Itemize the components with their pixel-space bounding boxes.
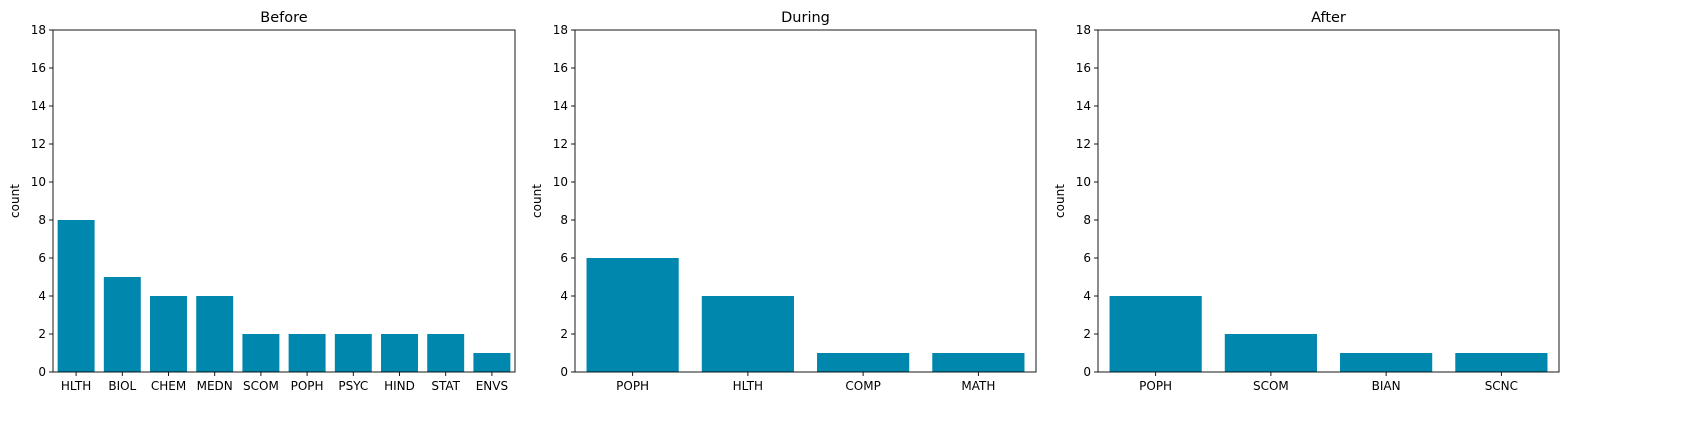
y-tick-label: 18 bbox=[31, 23, 46, 37]
x-tick-label: HLTH bbox=[733, 379, 763, 393]
x-tick-label: POPH bbox=[1139, 379, 1172, 393]
y-tick-label: 16 bbox=[553, 61, 568, 75]
bar-hlth bbox=[701, 296, 794, 372]
bar-stat bbox=[427, 334, 465, 372]
y-tick-label: 0 bbox=[38, 365, 46, 379]
y-tick-label: 12 bbox=[1076, 137, 1091, 151]
bar-bian bbox=[1340, 353, 1433, 372]
x-tick-label: STAT bbox=[431, 379, 460, 393]
y-tick-label: 4 bbox=[560, 289, 568, 303]
bar-poph bbox=[586, 258, 679, 372]
x-tick-label: HIND bbox=[384, 379, 415, 393]
y-axis-title: count bbox=[1053, 184, 1067, 218]
bar-hind bbox=[381, 334, 418, 372]
axes-frame bbox=[52, 29, 516, 373]
x-tick-label: SCOM bbox=[1253, 379, 1289, 393]
y-tick-label: 0 bbox=[1083, 365, 1091, 379]
chart-panel-0: 0 2 4 6 8 10 12 14 16 18 HLTH BIOL CHEM MEDN SCOM POPH P… bbox=[8, 10, 516, 393]
bar-psyc bbox=[334, 334, 372, 372]
y-tick-label: 2 bbox=[560, 327, 568, 341]
x-tick-label: BIAN bbox=[1372, 379, 1401, 393]
axes-frame bbox=[1097, 29, 1560, 373]
x-tick-label: COMP bbox=[845, 379, 880, 393]
bar-comp bbox=[817, 353, 910, 372]
x-tick-label: PSYC bbox=[338, 379, 368, 393]
y-tick-label: 2 bbox=[38, 327, 46, 341]
y-tick-label: 6 bbox=[560, 251, 568, 265]
chart-title: During bbox=[781, 10, 830, 26]
x-tick-label: HLTH bbox=[61, 379, 91, 393]
axes-frame bbox=[574, 29, 1037, 373]
bar-scnc bbox=[1455, 353, 1548, 372]
bar-hlth bbox=[57, 220, 95, 372]
x-tick-label: MATH bbox=[961, 379, 995, 393]
chart-panel-2: 0 2 4 6 8 10 12 14 16 18 POPH SCOM BIAN SCNC count Afte… bbox=[1053, 10, 1560, 393]
y-tick-label: 12 bbox=[553, 137, 568, 151]
bar-chem bbox=[150, 296, 187, 372]
y-axis-title: count bbox=[530, 184, 544, 218]
bar-scom bbox=[242, 334, 280, 372]
x-tick-label: MEDN bbox=[197, 379, 233, 393]
chart-panel-1: 0 2 4 6 8 10 12 14 16 18 POPH HLTH COMP MATH count Duri… bbox=[530, 10, 1037, 393]
y-tick-label: 14 bbox=[553, 99, 568, 113]
x-tick-label: ENVS bbox=[476, 379, 508, 393]
y-axis-title: count bbox=[8, 184, 22, 218]
bar-scom bbox=[1224, 334, 1317, 372]
bar-medn bbox=[196, 296, 234, 372]
x-tick-label: SCNC bbox=[1485, 379, 1518, 393]
y-tick-label: 14 bbox=[31, 99, 46, 113]
y-tick-label: 4 bbox=[38, 289, 46, 303]
y-tick-label: 6 bbox=[38, 251, 46, 265]
chart-title: After bbox=[1311, 10, 1346, 26]
bar-math bbox=[932, 353, 1025, 372]
y-tick-label: 14 bbox=[1076, 99, 1091, 113]
x-tick-label: CHEM bbox=[151, 379, 186, 393]
bar-poph bbox=[1109, 296, 1202, 372]
y-tick-label: 8 bbox=[1083, 213, 1091, 227]
bar-biol bbox=[103, 277, 141, 372]
x-tick-label: POPH bbox=[616, 379, 649, 393]
y-tick-label: 10 bbox=[1076, 175, 1091, 189]
y-tick-label: 8 bbox=[560, 213, 568, 227]
x-tick-label: BIOL bbox=[108, 379, 136, 393]
y-tick-label: 18 bbox=[553, 23, 568, 37]
y-tick-label: 2 bbox=[1083, 327, 1091, 341]
y-tick-label: 18 bbox=[1076, 23, 1091, 37]
y-tick-label: 4 bbox=[1083, 289, 1091, 303]
y-tick-label: 8 bbox=[38, 213, 46, 227]
chart-title: Before bbox=[260, 10, 307, 26]
x-tick-label: SCOM bbox=[243, 379, 279, 393]
bar-envs bbox=[473, 353, 511, 372]
x-tick-label: POPH bbox=[291, 379, 324, 393]
y-tick-label: 10 bbox=[553, 175, 568, 189]
y-tick-label: 12 bbox=[31, 137, 46, 151]
y-tick-label: 6 bbox=[1083, 251, 1091, 265]
y-tick-label: 16 bbox=[31, 61, 46, 75]
bar-poph bbox=[288, 334, 326, 372]
y-tick-label: 16 bbox=[1076, 61, 1091, 75]
y-tick-label: 0 bbox=[560, 365, 568, 379]
y-tick-label: 10 bbox=[31, 175, 46, 189]
